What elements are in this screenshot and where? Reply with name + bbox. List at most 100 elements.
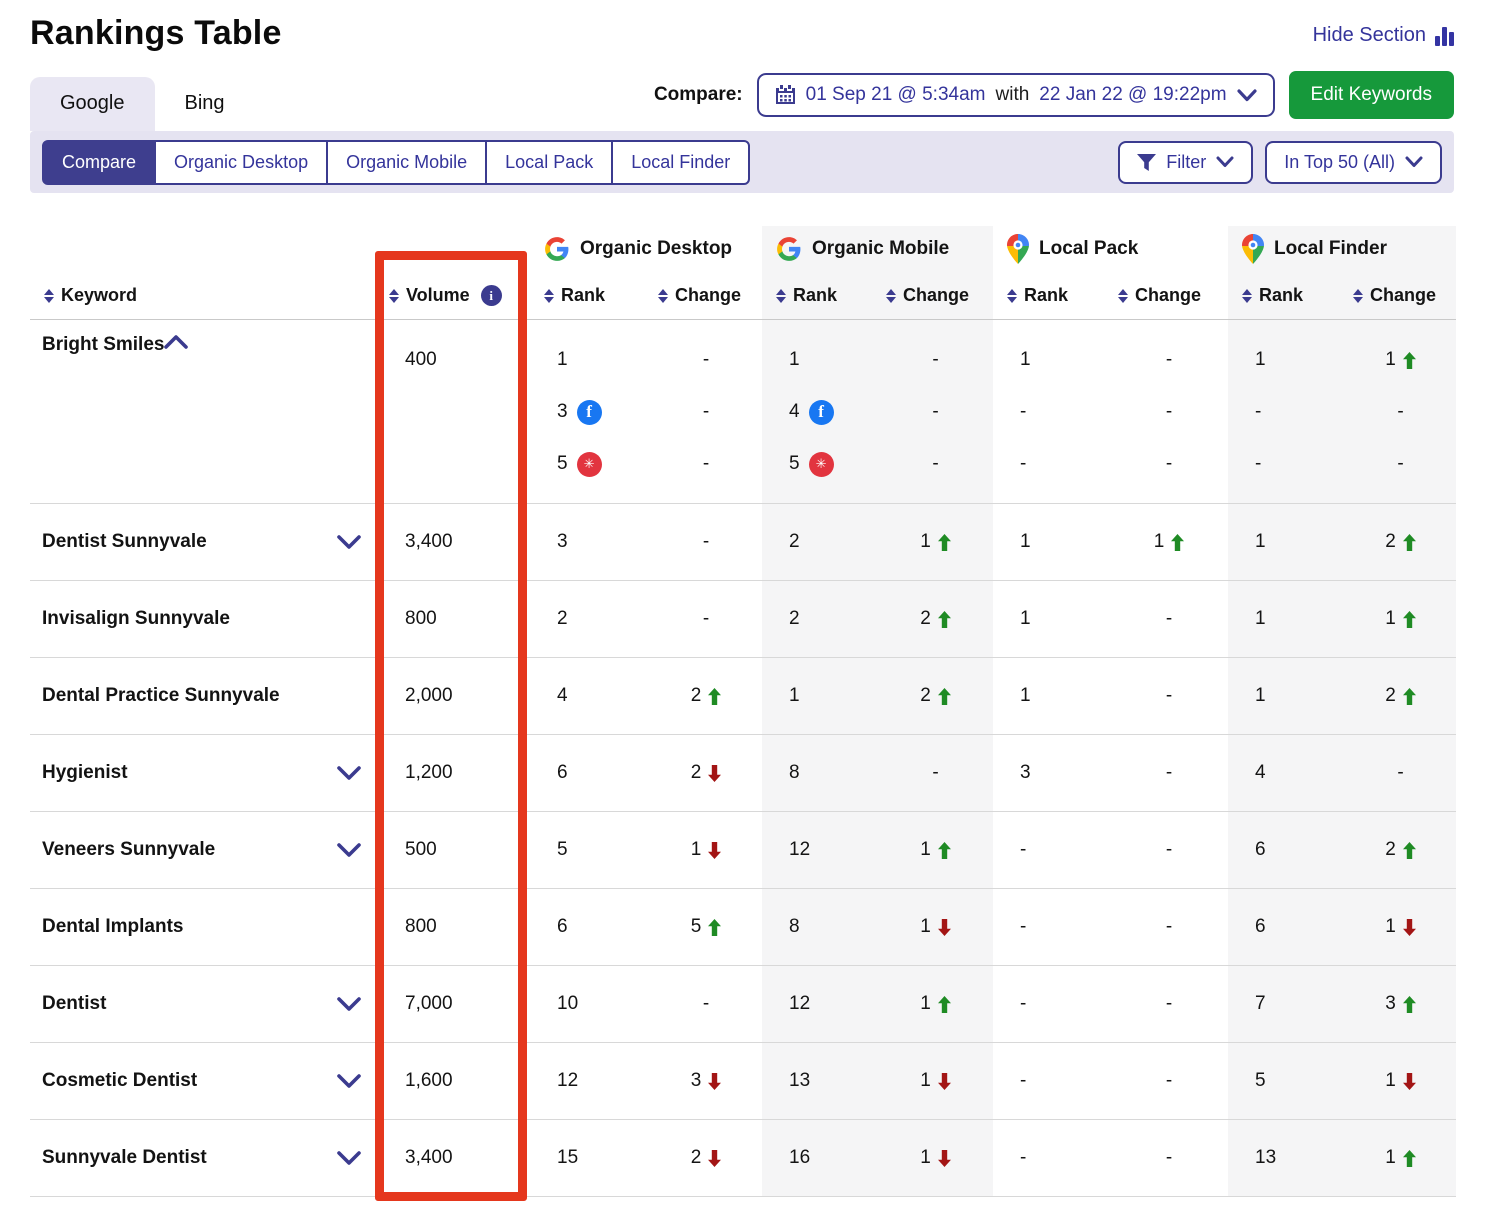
change-cell: 1 <box>878 812 993 888</box>
keyword-cell: Dentist <box>30 966 375 1042</box>
segment-local-finder[interactable]: Local Finder <box>611 139 751 185</box>
sort-icon[interactable] <box>44 288 54 303</box>
group-local-pack: Local Pack <box>993 226 1228 272</box>
change-cell: 1 <box>1110 504 1228 580</box>
edit-keywords-button[interactable]: Edit Keywords <box>1288 71 1454 119</box>
volume-cell: 800 <box>405 608 437 629</box>
change-cell: - <box>1165 839 1173 860</box>
keyword-cell: Dentist Sunnyvale <box>30 504 375 580</box>
lf-change-header[interactable]: Change <box>1345 272 1456 319</box>
trend-up-icon <box>937 533 951 551</box>
rank-cell: 1 <box>1228 504 1345 580</box>
hide-section-button[interactable]: Hide Section <box>1313 24 1454 47</box>
rank-cell: 1 3 f 5 ✳ <box>530 320 650 503</box>
rank-cell: 1 <box>762 658 878 734</box>
rank-cell: 4 <box>1228 735 1345 811</box>
trend-down-icon <box>708 1149 722 1167</box>
rank-cell: 1-- <box>1228 320 1345 503</box>
info-icon[interactable]: i <box>480 285 502 306</box>
rank-cell: - <box>1020 916 1027 937</box>
sort-icon[interactable] <box>1242 288 1252 303</box>
keyword-label: Hygienist <box>42 762 128 783</box>
rank-cell: 2 <box>557 608 568 629</box>
trend-up-icon <box>1402 841 1416 859</box>
filter-button[interactable]: Filter <box>1118 140 1254 184</box>
expand-row-icon[interactable] <box>337 1150 361 1166</box>
sort-icon[interactable] <box>658 288 668 303</box>
change-cell: - <box>702 608 710 629</box>
page-title: Rankings Table <box>30 14 282 52</box>
change-cell: - <box>1165 1147 1173 1168</box>
rank-cell: 3 <box>557 531 568 552</box>
om-rank-header[interactable]: Rank <box>762 272 878 319</box>
change-cell: - <box>1165 762 1173 783</box>
compare-date-from: 01 Sep 21 @ 5:34am <box>805 84 986 105</box>
top-filter-button[interactable]: In Top 50 (All) <box>1265 140 1442 184</box>
facebook-icon: f <box>808 399 834 425</box>
group-organic-desktop: Organic Desktop <box>530 226 762 272</box>
keyword-column-header[interactable]: Keyword <box>30 272 375 319</box>
lp-rank-header[interactable]: Rank <box>993 272 1110 319</box>
rank-cell: - <box>1020 993 1027 1014</box>
change-cell: 2 <box>650 735 762 811</box>
trend-down-icon <box>937 918 951 936</box>
change-cell: - <box>1165 916 1173 937</box>
tab-google[interactable]: Google <box>30 77 155 131</box>
trend-up-icon <box>1402 995 1416 1013</box>
sort-icon[interactable] <box>389 288 399 303</box>
segment-organic-mobile[interactable]: Organic Mobile <box>326 139 488 185</box>
sort-icon[interactable] <box>1007 288 1017 303</box>
trend-up-icon <box>708 687 722 705</box>
lf-rank-header[interactable]: Rank <box>1228 272 1345 319</box>
od-rank-header[interactable]: Rank <box>530 272 650 319</box>
lp-change-header[interactable]: Change <box>1110 272 1228 319</box>
expand-row-icon[interactable] <box>337 765 361 781</box>
sort-icon[interactable] <box>886 288 896 303</box>
change-cell: 1 <box>878 1120 993 1196</box>
table-row: Dentist 7,000 10 - 12 1 - - 7 3 <box>30 966 1456 1043</box>
collapse-row-icon[interactable] <box>164 334 189 349</box>
rank-cell: 1 <box>1020 531 1031 552</box>
segment-local-pack[interactable]: Local Pack <box>485 139 614 185</box>
expand-row-icon[interactable] <box>337 534 361 550</box>
change-cell: - <box>1165 608 1173 629</box>
expand-row-icon[interactable] <box>337 1073 361 1089</box>
trend-up-icon <box>937 687 951 705</box>
change-cell: 2 <box>1345 658 1456 734</box>
rank-cell: - <box>1020 1147 1027 1168</box>
change-cell: 2 <box>1345 812 1456 888</box>
sort-icon[interactable] <box>776 288 786 303</box>
trend-up-icon <box>1402 1149 1416 1167</box>
filter-funnel-icon <box>1137 153 1157 171</box>
table-row: Dentist Sunnyvale 3,400 3-2 1 1 1 1 2 <box>30 504 1456 581</box>
segment-organic-desktop[interactable]: Organic Desktop <box>154 139 329 185</box>
filter-button-label: Filter <box>1166 151 1207 172</box>
chevron-down-icon <box>1216 156 1234 167</box>
keyword-cell: Hygienist <box>30 735 375 811</box>
change-cell: 1 <box>1345 889 1456 965</box>
change-cell: 2 <box>878 658 993 734</box>
google-g-icon <box>777 237 801 261</box>
expand-row-icon[interactable] <box>337 842 361 858</box>
tab-bing[interactable]: Bing <box>184 92 225 114</box>
group-organic-mobile: Organic Mobile <box>762 226 993 272</box>
compare-date-range-button[interactable]: 01 Sep 21 @ 5:34am with 22 Jan 22 @ 19:2… <box>756 73 1275 117</box>
change-cell: --- <box>1165 349 1173 474</box>
volume-column-header[interactable]: Volume i <box>375 272 530 319</box>
segment-compare[interactable]: Compare <box>42 139 157 185</box>
change-cell: 2 <box>878 581 993 657</box>
sort-icon[interactable] <box>1353 288 1363 303</box>
change-cell: 1 <box>878 889 993 965</box>
sort-icon[interactable] <box>544 288 554 303</box>
change-cell: 3 <box>1345 966 1456 1042</box>
sort-icon[interactable] <box>1118 288 1128 303</box>
od-change-header[interactable]: Change <box>650 272 762 319</box>
expand-row-icon[interactable] <box>337 996 361 1012</box>
volume-cell: 400 <box>405 349 437 370</box>
chevron-down-icon <box>1405 156 1423 167</box>
hide-section-label: Hide Section <box>1312 24 1426 46</box>
trend-up-icon <box>937 841 951 859</box>
om-change-header[interactable]: Change <box>878 272 993 319</box>
rank-cell: 8 <box>762 735 878 811</box>
change-cell: 5 <box>650 889 762 965</box>
